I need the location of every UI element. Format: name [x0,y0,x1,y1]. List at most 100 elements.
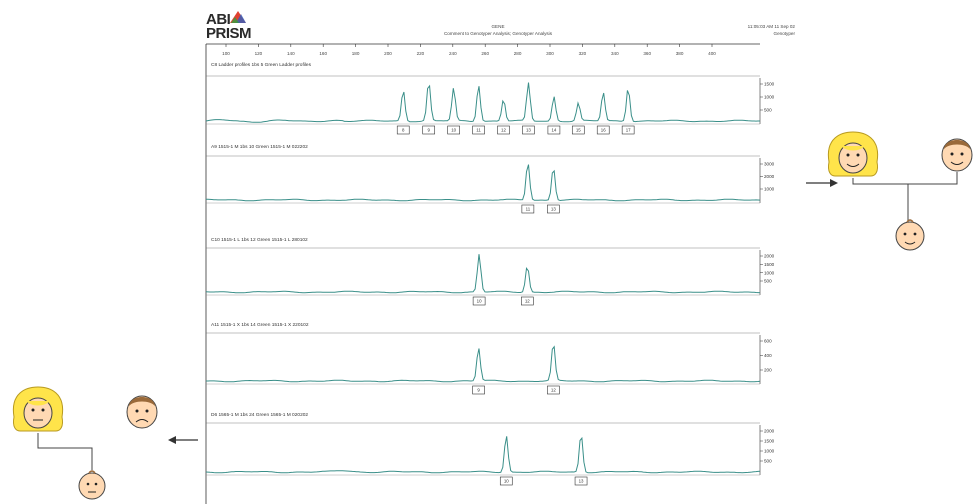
axis-tick-label: 220 [417,51,425,56]
y-tick-label: 2000 [764,429,775,434]
allele-box [472,385,485,395]
trace-line [205,436,761,474]
allele-label: 9 [427,128,430,133]
y-tick-label: 500 [764,279,772,284]
allele-box [472,125,485,135]
y-tick-label: 1000 [764,187,775,192]
allele-box [521,204,535,214]
y-tick-label: 1000 [764,270,775,275]
panel-label: A11 1515-1 X 1bs 14 Green 1515-1 X 22010… [211,322,309,328]
y-tick-label: 200 [764,368,772,373]
child-face-right [895,219,925,251]
panel-label: A9 1515-1 M 1bs 10 Green 1515-1 M 022202 [211,144,308,150]
arrow-right-head [830,179,838,187]
y-tick-label: 1500 [764,82,775,87]
axis-tick-label: 260 [481,51,489,56]
axis-tick-label: 380 [676,51,684,56]
axis-tick-label: 240 [449,51,457,56]
panel-5: D6 1565-1 M 1bs 24 Green 1565-1 M 020202… [205,412,775,486]
y-tick-label: 1500 [764,439,775,444]
allele-label: 11 [476,128,481,133]
allele-box [447,125,460,135]
allele-box [571,125,585,135]
father-face-right [941,138,973,172]
axis-tick-label: 300 [546,51,554,56]
allele-label: 9 [477,388,480,393]
allele-box [547,204,560,214]
allele-label: 12 [525,299,530,304]
allele-box [547,125,561,135]
y-tick-label: 1000 [764,449,775,454]
allele-box [522,125,535,135]
panel-label: C8 Ladder profiles 1bs 5 Green Ladder pr… [211,62,312,68]
y-tick-label: 2000 [764,174,775,179]
y-tick-label: 1500 [764,262,775,267]
size-axis: 100 120 140 160 180 200 220 240 260 280 300 320 340 3… [222,44,716,56]
allele-label: 14 [551,128,556,133]
allele-box [547,385,560,395]
y-tick-label: 500 [764,459,772,464]
trace-line [205,254,761,294]
allele-label: 13 [579,479,584,484]
panel-2: A9 1515-1 M 1bs 10 Green 1515-1 M 022202… [206,144,775,214]
allele-label: 11 [526,207,531,212]
allele-label: 13 [551,207,556,212]
allele-box [472,296,486,306]
allele-label: 17 [626,128,631,133]
allele-box [422,125,436,135]
allele-label: 13 [526,128,531,133]
allele-label: 10 [451,128,456,133]
mother-face-left [12,386,64,432]
y-tick-label: 2000 [764,254,775,259]
axis-tick-label: 200 [384,51,392,56]
axis-tick-label: 140 [287,51,295,56]
axis-tick-label: 360 [643,51,651,56]
axis-tick-label: 120 [255,51,263,56]
allele-label: 16 [601,128,606,133]
child-face-left [78,470,106,500]
panel-4: A11 1515-1 X 1bs 14 Green 1515-1 X 22010… [206,322,772,395]
allele-box [497,125,510,135]
panel-1: C8 Ladder profiles 1bs 5 Green Ladder pr… [205,62,775,135]
report-subtitle: Comment to Genotyper Analysis; Genotyper… [444,31,553,36]
arrow-left-head [168,436,176,444]
y-tick-label: 1000 [764,95,775,100]
family-diagram-right [806,131,973,251]
axis-tick-label: 160 [319,51,327,56]
logo-line1: ABI [206,11,231,28]
allele-box [596,125,610,135]
y-tick-label: 500 [764,108,772,113]
electropherogram-panels: C8 Ladder profiles 1bs 5 Green Ladder pr… [205,62,775,486]
allele-box [499,476,513,486]
allele-label: 15 [576,128,581,133]
y-tick-label: 3000 [764,162,775,167]
report-title: GENE [491,24,504,29]
allele-label: 8 [402,128,405,133]
allele-label: 10 [477,299,482,304]
allele-label: 10 [504,479,509,484]
allele-box [521,296,534,306]
axis-tick-label: 180 [352,51,360,56]
mother-face-right [827,131,879,177]
father-face-left [126,395,158,429]
report-timestamp: 11:05:03 AM 11 Sep 02 [748,24,796,29]
y-tick-label: 400 [764,353,772,358]
y-tick-label: 600 [764,339,772,344]
panel-label: D6 1565-1 M 1bs 24 Green 1565-1 M 020202 [211,412,308,418]
allele-box [574,476,588,486]
allele-box [621,125,635,135]
panel-3: C10 1515-1 L 1bs 12 Green 1515-1 L 28010… [205,237,775,306]
axis-tick-label: 100 [222,51,230,56]
parent-connector-right [852,172,958,185]
allele-box [396,125,410,135]
axis-tick-label: 280 [514,51,522,56]
allele-label: 12 [551,388,556,393]
axis-tick-label: 400 [708,51,716,56]
trace-line [206,164,761,202]
logo-line2: PRISM [206,25,251,42]
family-diagram-left [12,386,198,500]
parent-connector-left [37,433,93,470]
trace-line [205,82,760,123]
trace-line [206,345,761,383]
